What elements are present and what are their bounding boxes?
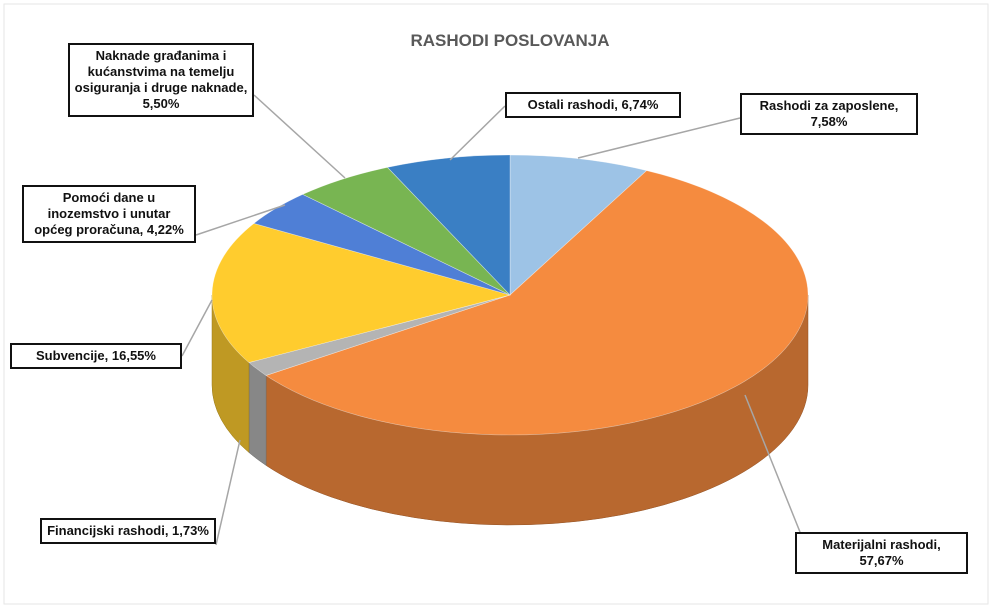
slice-side [248, 362, 267, 466]
data-label: Financijski rashodi, 1,73% [40, 518, 216, 544]
leader-line [181, 299, 213, 357]
data-label: Materijalni rashodi, 57,67% [795, 532, 968, 574]
data-label: Rashodi za zaposlene, 7,58% [740, 93, 918, 135]
slice [509, 154, 648, 296]
data-label: Subvencije, 16,55% [10, 343, 182, 369]
data-label: Pomoći dane u inozemstvo i unutar općeg … [22, 185, 196, 243]
leader-line [195, 204, 286, 236]
leader-line [577, 117, 741, 159]
frame [3, 3, 989, 605]
leader-line [253, 94, 346, 179]
data-label: Ostali rashodi, 6,74% [505, 92, 681, 118]
slice [211, 223, 512, 363]
leader-line [215, 439, 241, 546]
slice [386, 154, 511, 296]
chart-title: RASHODI POSLOVANJA [411, 31, 610, 50]
data-label: Naknade građanima i kućanstvima na temel… [68, 43, 254, 117]
slice [265, 170, 809, 436]
leader-line [744, 394, 801, 533]
leader-line [449, 105, 506, 161]
